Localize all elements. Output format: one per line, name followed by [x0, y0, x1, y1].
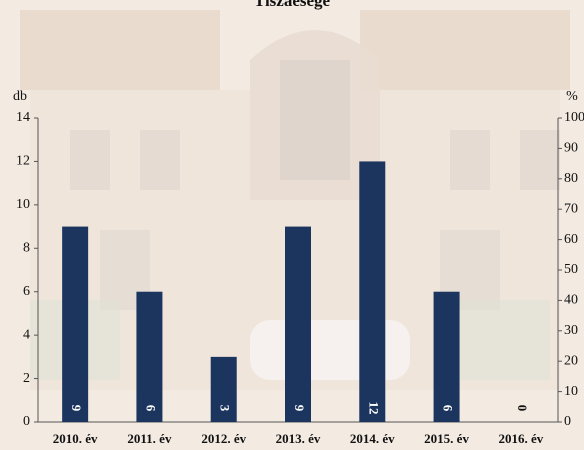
data-label: 9: [69, 405, 84, 412]
bar: [136, 292, 162, 422]
bar: [62, 227, 88, 422]
y-tick-label: 4: [23, 327, 30, 342]
y2-tick-label: 40: [564, 293, 578, 308]
y2-tick-label: 80: [564, 171, 578, 186]
y2-axis-label: %: [566, 89, 578, 104]
chart: Tiszaesége db % 024681012140102030405060…: [0, 0, 584, 450]
x-tick-label: 2016. év: [498, 431, 543, 446]
chart-title: Tiszaesége: [254, 0, 331, 10]
data-label: 6: [441, 405, 456, 412]
y-tick-label: 8: [23, 241, 30, 256]
y2-tick-label: 90: [564, 141, 578, 156]
x-tick-label: 2014. év: [350, 431, 395, 446]
y2-tick-label: 100: [564, 110, 584, 125]
x-tick-label: 2015. év: [424, 431, 469, 446]
y2-tick-label: 70: [564, 201, 578, 216]
y2-tick-label: 30: [564, 323, 578, 338]
data-label: 0: [515, 405, 530, 412]
page: {"chart_data": {"type": "bar", "title": …: [0, 0, 584, 450]
y-axis-label: db: [13, 89, 27, 104]
y-tick-label: 12: [16, 154, 30, 169]
y-tick-label: 14: [16, 110, 30, 125]
y-tick-label: 2: [23, 371, 30, 386]
y2-tick-label: 10: [564, 384, 578, 399]
y2-tick-label: 0: [564, 414, 571, 429]
bar: [359, 161, 385, 422]
x-tick-label: 2010. év: [53, 431, 98, 446]
y2-tick-label: 60: [564, 232, 578, 247]
y-tick-label: 10: [16, 197, 30, 212]
y2-tick-label: 20: [564, 353, 578, 368]
data-label: 3: [218, 405, 233, 412]
bar: [211, 357, 237, 422]
bar: [434, 292, 460, 422]
y-tick-label: 6: [23, 284, 30, 299]
x-tick-label: 2011. év: [127, 431, 172, 446]
y-tick-label: 0: [23, 414, 30, 429]
y2-tick-label: 50: [564, 262, 578, 277]
data-label: 9: [292, 405, 307, 412]
data-label: 12: [366, 402, 381, 415]
data-label: 6: [143, 405, 158, 412]
x-tick-label: 2013. év: [276, 431, 321, 446]
x-tick-label: 2012. év: [201, 431, 246, 446]
bar: [285, 227, 311, 422]
